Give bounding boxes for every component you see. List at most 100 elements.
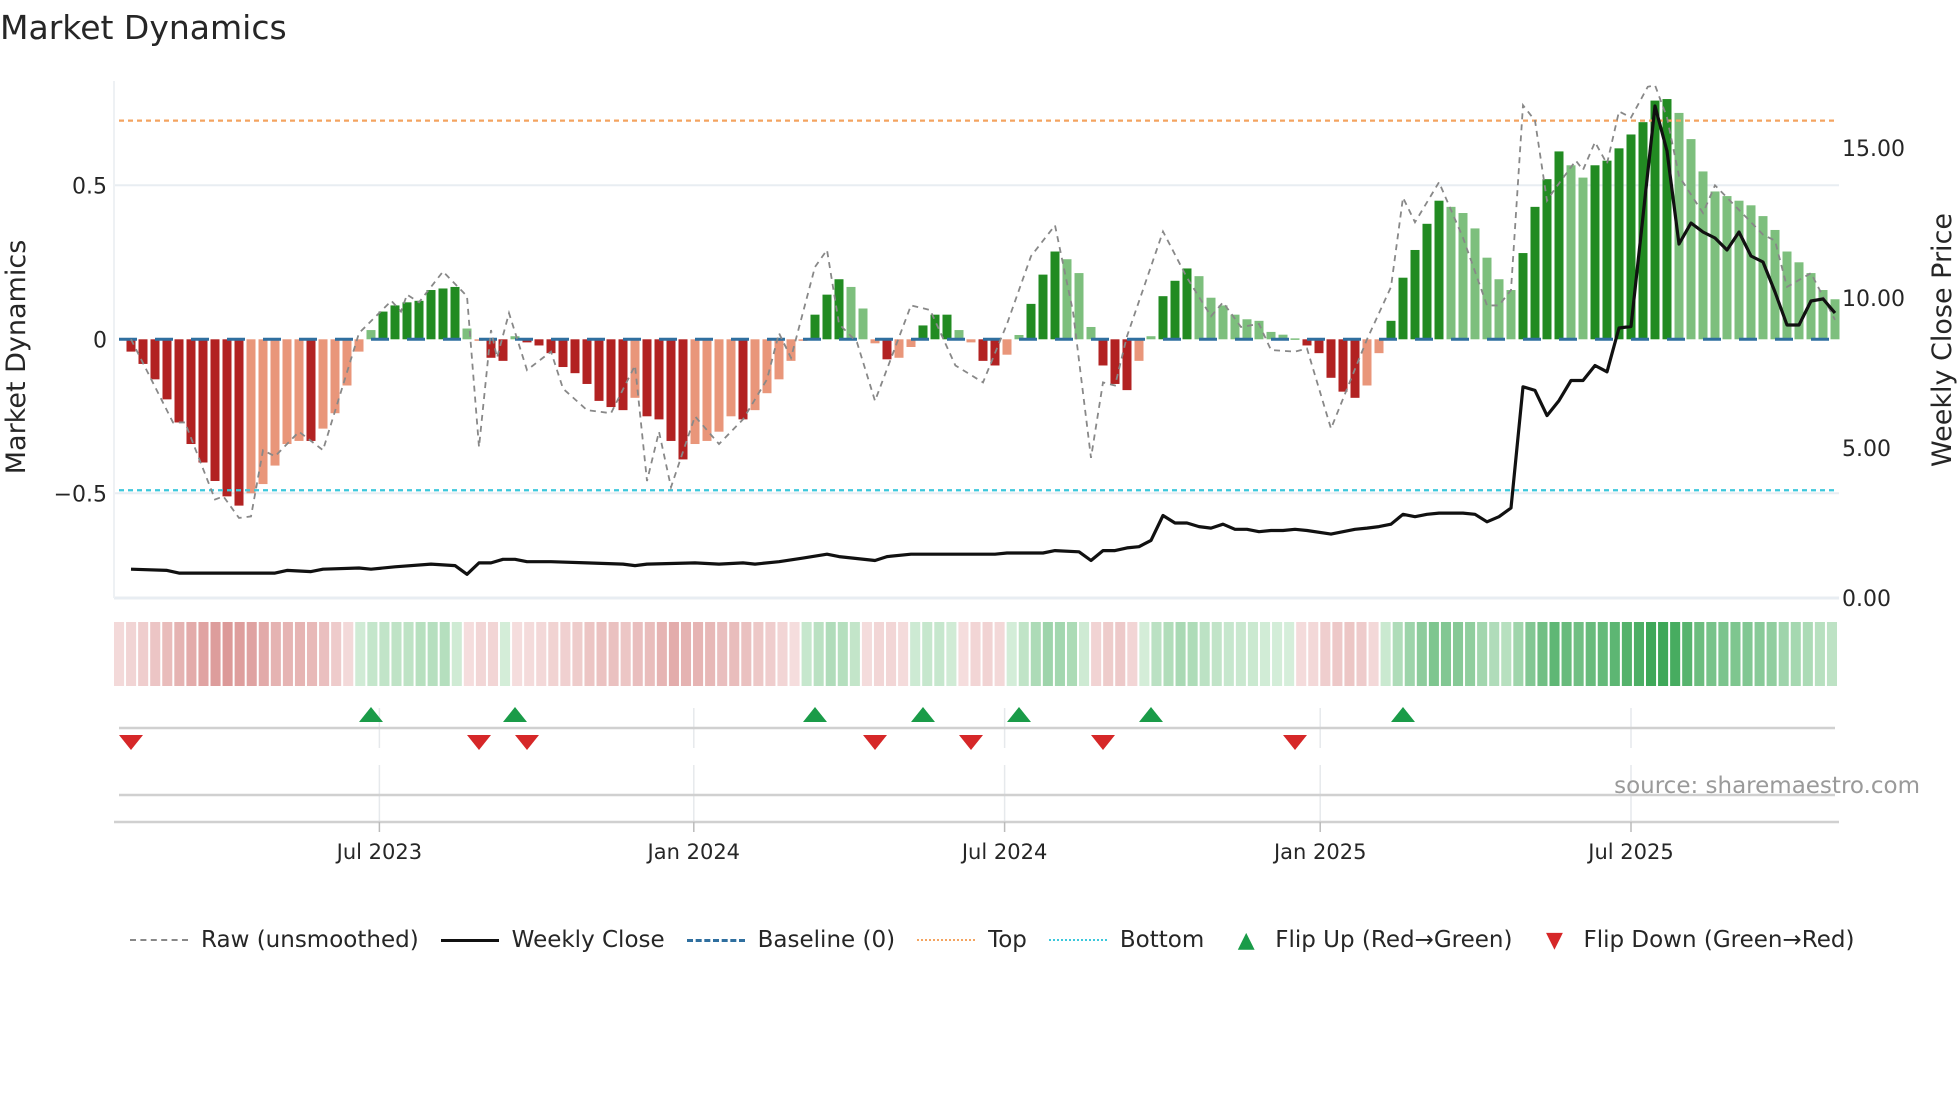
momentum-bar — [1602, 160, 1612, 340]
momentum-bar — [822, 294, 832, 340]
momentum-bar — [366, 330, 376, 340]
momentum-bar — [1410, 249, 1420, 340]
momentum-bar — [1398, 277, 1408, 340]
heatmap-cell — [1296, 622, 1307, 686]
heatmap-strip — [114, 622, 1837, 686]
heatmap-cell — [150, 622, 161, 686]
flip-down-marker — [515, 735, 539, 750]
heatmap-cell — [222, 622, 233, 686]
momentum-bar — [1434, 200, 1444, 340]
heatmap-cell — [801, 622, 812, 686]
heatmap-cell — [210, 622, 221, 686]
heatmap-cell — [1790, 622, 1801, 686]
heatmap-cell — [451, 622, 462, 686]
heatmap-cell — [1332, 622, 1343, 686]
heatmap-cell — [475, 622, 486, 686]
heatmap-cell — [1549, 622, 1560, 686]
heatmap-cell — [1030, 622, 1041, 686]
momentum-bar — [1074, 273, 1084, 340]
y2-tick-label: 0.00 — [1842, 587, 1891, 612]
heatmap-cell — [391, 622, 402, 686]
heatmap-cell — [1561, 622, 1572, 686]
heatmap-cell — [331, 622, 342, 686]
legend-swatch-down-icon: ▼ — [1546, 927, 1563, 953]
momentum-bar — [1230, 314, 1240, 340]
heatmap-cell — [560, 622, 571, 686]
momentum-bars — [126, 99, 1840, 506]
legend-label: Top — [988, 927, 1027, 953]
heatmap-cell — [1645, 622, 1657, 686]
series-lines — [130, 84, 1837, 576]
heatmap-cell — [1706, 622, 1717, 686]
heatmap-cell — [536, 622, 547, 686]
momentum-bar — [1494, 279, 1504, 340]
heatmap-cell — [729, 622, 740, 686]
legend-item-bottom: Bottom — [1048, 927, 1205, 953]
momentum-bar — [606, 339, 616, 408]
heatmap-cell — [379, 622, 390, 686]
heatmap-cell — [644, 622, 655, 686]
heatmap-cell — [1465, 622, 1476, 686]
momentum-bar — [1578, 177, 1588, 340]
heatmap-cell — [1428, 622, 1439, 686]
legend-swatch-baseline-icon — [686, 938, 745, 942]
x-tick-label: Jan 2024 — [646, 840, 741, 864]
heatmap-cell — [1320, 622, 1331, 686]
momentum-bar — [426, 290, 436, 340]
momentum-bar — [1062, 259, 1072, 340]
heatmap-cell — [246, 622, 257, 686]
momentum-bar — [294, 339, 304, 441]
heatmap-cell — [1066, 622, 1078, 686]
momentum-bar — [1002, 339, 1012, 355]
heatmap-cell — [1259, 622, 1271, 686]
heatmap-cell — [705, 622, 716, 686]
momentum-bar — [1338, 339, 1348, 392]
momentum-bar — [1734, 200, 1744, 340]
legend-label: Flip Up (Red→Green) — [1275, 927, 1513, 953]
momentum-bar — [1374, 339, 1384, 354]
momentum-bar — [1098, 339, 1108, 366]
momentum-bar — [1782, 251, 1792, 340]
legend: Raw (unsmoothed) Weekly Close Baseline (0)… — [130, 922, 1876, 958]
momentum-bar — [738, 339, 748, 420]
y2-axis-title: Weekly Close Price — [1927, 213, 1958, 467]
momentum-bar — [174, 339, 184, 423]
momentum-bar — [1698, 171, 1708, 340]
momentum-bar — [786, 339, 796, 361]
momentum-bar — [1542, 179, 1552, 340]
legend-label: Bottom — [1119, 927, 1205, 953]
heatmap-cell — [1392, 622, 1403, 686]
heatmap-cell — [500, 622, 511, 686]
heatmap-cell — [1477, 622, 1488, 686]
heatmap-cell — [1452, 622, 1464, 686]
momentum-bar — [162, 339, 172, 400]
heatmap-cell — [741, 622, 752, 686]
momentum-bar — [1362, 339, 1372, 386]
heatmap-cell — [174, 622, 185, 686]
heatmap-cell — [1814, 622, 1825, 686]
momentum-bar — [1014, 334, 1024, 340]
momentum-bar — [618, 339, 628, 411]
momentum-bar — [126, 339, 136, 352]
heatmap-cell — [789, 622, 800, 686]
momentum-bar — [1614, 148, 1624, 340]
y-tick-label: 0.5 — [72, 174, 107, 199]
momentum-bar — [714, 339, 724, 432]
heatmap-cell — [234, 622, 245, 686]
heatmap-cell — [994, 622, 1005, 686]
momentum-bar — [582, 339, 592, 384]
heatmap-cell — [970, 622, 981, 686]
heatmap-cell — [1826, 622, 1837, 686]
heatmap-cell — [1670, 622, 1681, 686]
flip-down-marker — [1091, 735, 1115, 750]
flip-up-marker — [1391, 707, 1415, 722]
momentum-bar — [462, 328, 472, 340]
y2-tick-label: 15.00 — [1842, 137, 1905, 162]
momentum-bar — [1206, 297, 1216, 340]
momentum-bar — [1806, 273, 1816, 340]
momentum-bar — [942, 314, 952, 340]
heatmap-cell — [1163, 622, 1174, 686]
momentum-bar — [1302, 339, 1312, 346]
raw-unsmoothed-line — [130, 84, 1836, 519]
